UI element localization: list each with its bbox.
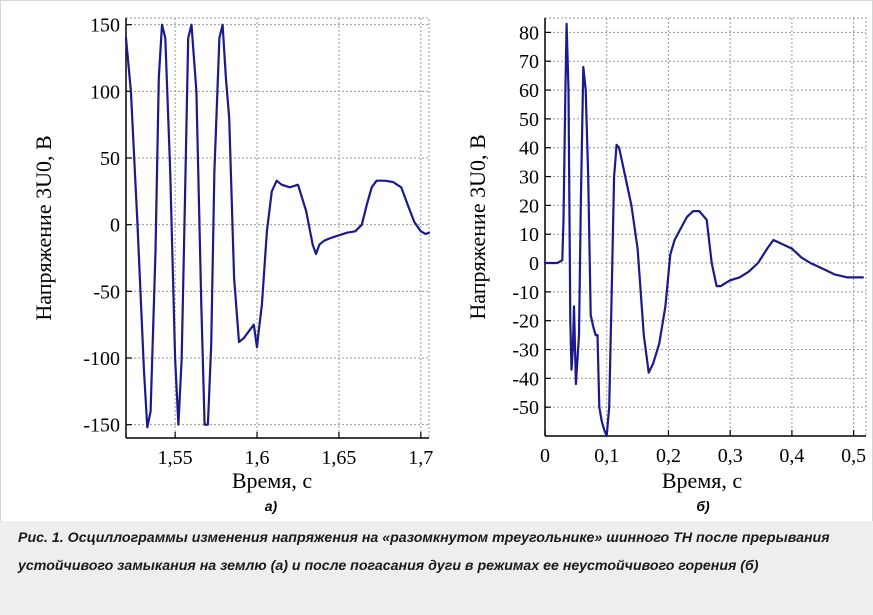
y-tick-label: 80 [519,22,539,44]
y-tick-label: 50 [519,109,539,131]
y-tick-label: 10 [519,224,539,246]
x-tick-label: 1,6 [245,447,270,469]
x-tick-label: 1,55 [158,447,193,469]
plot-area [545,18,866,436]
y-tick-label: 20 [519,195,539,217]
y-tick-label: -50 [512,397,539,419]
x-tick-label: 1,65 [321,447,356,469]
y-tick-label: -40 [512,368,539,390]
y-tick-label: 0 [529,253,539,275]
y-tick-label: -20 [512,311,539,333]
x-axis-title: Время, с [232,468,312,493]
y-tick-label: -100 [83,348,120,370]
series-line [124,23,431,429]
y-tick-label: -150 [83,415,120,437]
y-tick-label: 50 [100,148,120,170]
x-tick-label: 0 [540,445,550,467]
series-line [543,22,864,438]
x-tick-label: 0,5 [841,445,866,467]
y-tick-label: 150 [90,15,120,37]
y-tick-label: -10 [512,282,539,304]
y-tick-label: 40 [519,138,539,160]
x-tick-label: 1,7 [408,447,433,469]
y-tick-label: 100 [90,81,120,103]
x-axis-title: Время, с [662,468,742,493]
y-axis-title: Напряжение 3U0, В [465,134,490,319]
y-tick-label: 60 [519,80,539,102]
chart-panel-b: 80 70 60 50 40 30 20 10 0 -10 -20 -30 -40 -50 0 0,1 0,2… [465,17,867,514]
x-tick-label: 0,3 [718,445,743,467]
chart-panel-a: 150 100 50 0 -50 -100 -150 1,55 1,6 1,65 1,7 Напр… [31,15,433,514]
y-tick-label: 30 [519,167,539,189]
x-tick-label: 0,1 [594,445,619,467]
caption-background [0,521,873,615]
panel-label-b: б) [696,498,710,514]
figure-caption: Рис. 1. Осциллограммы изменения напряжен… [18,530,830,574]
y-axis-title: Напряжение 3U0, В [31,135,56,320]
x-tick-label: 0,4 [779,445,804,467]
y-tick-label: -50 [93,281,120,303]
y-tick-label: 0 [110,215,120,237]
x-tick-label: 0,2 [656,445,681,467]
y-tick-label: 70 [519,51,539,73]
panel-label-a: а) [265,498,278,514]
y-tick-label: -30 [512,340,539,362]
